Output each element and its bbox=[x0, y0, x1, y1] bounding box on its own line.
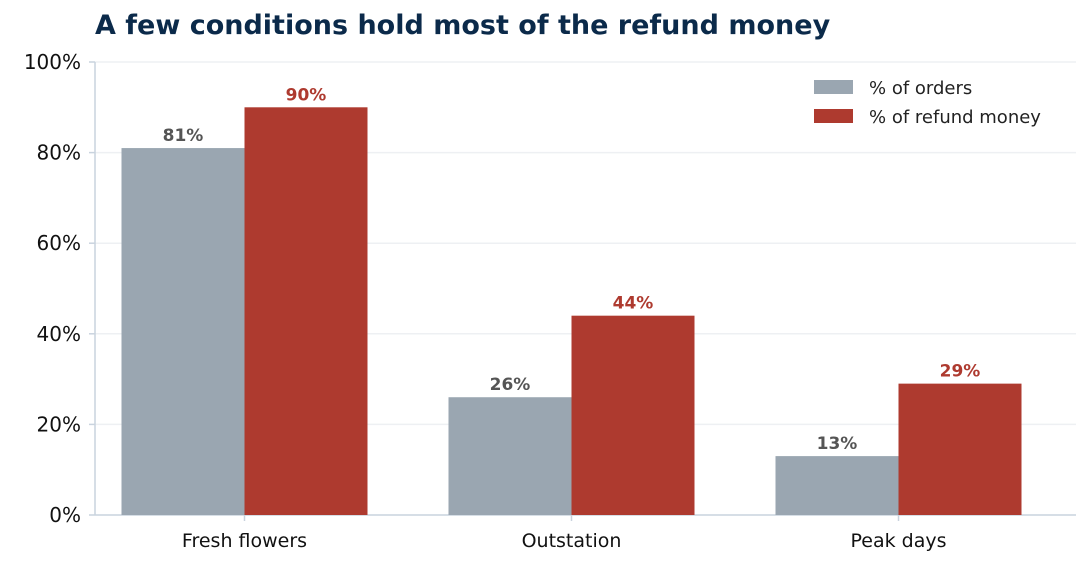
y-tick-label: 100% bbox=[24, 50, 81, 74]
legend: % of orders % of refund money bbox=[814, 78, 1041, 128]
bar bbox=[571, 315, 695, 515]
y-tick-label: 0% bbox=[49, 503, 81, 527]
data-label: 13% bbox=[817, 434, 858, 454]
x-tick-label: Peak days bbox=[850, 530, 946, 552]
data-label: 44% bbox=[613, 294, 654, 314]
data-label: 26% bbox=[490, 375, 531, 395]
y-tick-label: 40% bbox=[37, 322, 81, 346]
bar bbox=[448, 397, 572, 515]
data-labels: 81% 90% 26% 44% 13% 29% bbox=[163, 85, 981, 454]
legend-swatch bbox=[814, 109, 853, 123]
bar bbox=[121, 148, 245, 515]
bar bbox=[244, 107, 368, 516]
bar bbox=[775, 456, 899, 515]
data-label: 90% bbox=[286, 85, 327, 105]
legend-swatch bbox=[814, 80, 853, 94]
x-tick-label: Outstation bbox=[522, 530, 622, 552]
chart-title: A few conditions hold most of the refund… bbox=[95, 10, 831, 41]
data-label: 29% bbox=[940, 362, 981, 382]
x-tick-label: Fresh flowers bbox=[182, 530, 307, 552]
y-tick-label: 20% bbox=[37, 412, 81, 436]
legend-label: % of orders bbox=[869, 78, 972, 99]
y-tick-label: 80% bbox=[37, 141, 81, 165]
data-label: 81% bbox=[163, 126, 204, 146]
y-tick-label: 60% bbox=[37, 231, 81, 255]
legend-label: % of refund money bbox=[869, 107, 1041, 128]
bar bbox=[898, 383, 1022, 515]
bars bbox=[121, 107, 1022, 516]
